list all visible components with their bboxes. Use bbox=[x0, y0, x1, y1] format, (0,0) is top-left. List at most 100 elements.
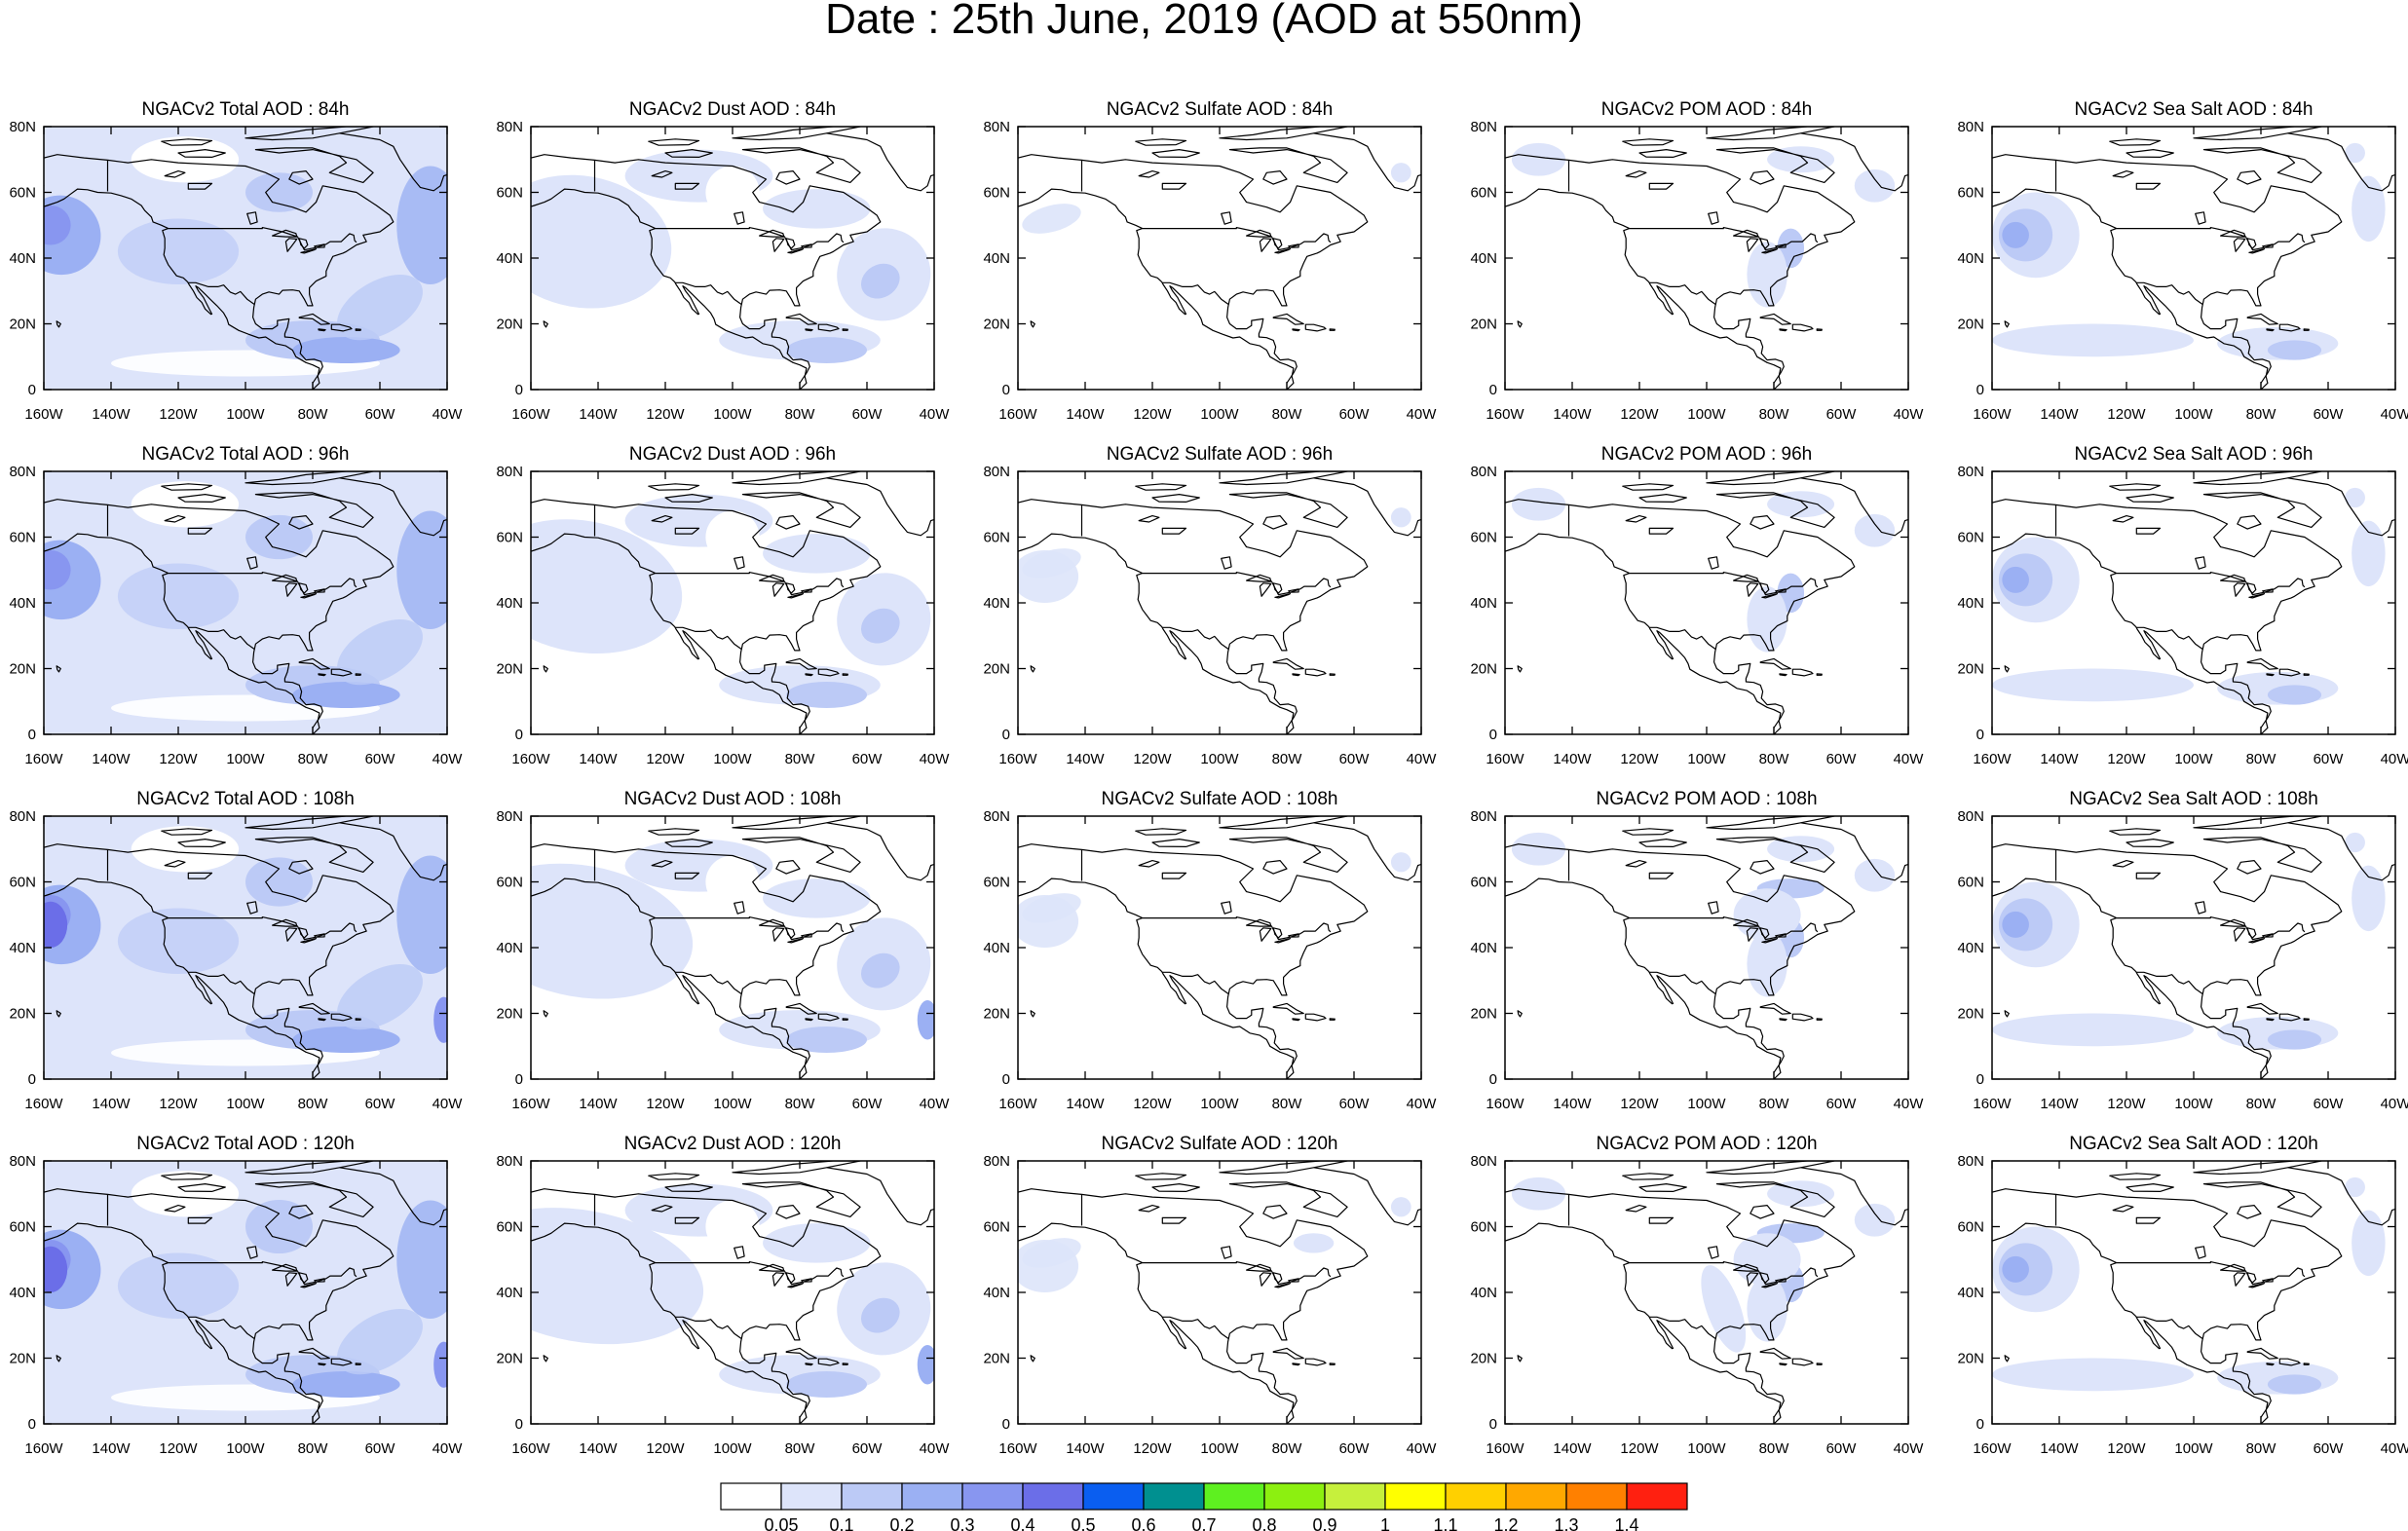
lat-tick-label: 20N bbox=[1957, 1351, 1984, 1367]
lon-tick-label: 60W bbox=[1339, 1096, 1371, 1112]
lon-tick-label: 140W bbox=[2040, 1440, 2079, 1457]
colorbar-swatch bbox=[1263, 1482, 1326, 1511]
lon-tick-label: 40W bbox=[920, 1096, 951, 1112]
lon-tick-label: 140W bbox=[579, 406, 618, 423]
lon-tick-label: 60W bbox=[1339, 751, 1371, 767]
colorbar-label: 1.2 bbox=[1493, 1515, 1518, 1531]
colorbar-label: 1 bbox=[1380, 1515, 1390, 1531]
lat-tick-label: 0 bbox=[1002, 382, 1010, 398]
lon-tick-label: 100W bbox=[713, 1440, 752, 1457]
lon-tick-label: 60W bbox=[1339, 406, 1371, 423]
lon-tick-label: 160W bbox=[1973, 751, 2012, 767]
lat-tick-label: 60N bbox=[1957, 1219, 1984, 1236]
lon-tick-label: 80W bbox=[785, 1440, 816, 1457]
lon-tick-label: 100W bbox=[1687, 751, 1726, 767]
lat-tick-label: 60N bbox=[496, 530, 523, 546]
lon-tick-label: 160W bbox=[1486, 1440, 1524, 1457]
lon-tick-label: 140W bbox=[92, 1096, 131, 1112]
panel-title: NGACv2 Sea Salt AOD : 84h bbox=[2074, 99, 2313, 120]
lon-tick-label: 40W bbox=[920, 751, 951, 767]
lat-tick-label: 20N bbox=[496, 1351, 523, 1367]
colorbar-label: 0.8 bbox=[1252, 1515, 1276, 1531]
lon-tick-label: 140W bbox=[1553, 751, 1592, 767]
map-panel-r2-c4: NGACv2 POM AOD : 96h 160W 140W 120W 100W 80W 6… bbox=[1470, 444, 1924, 767]
lat-tick-label: 0 bbox=[1489, 1416, 1497, 1433]
lat-tick-label: 80N bbox=[9, 464, 36, 480]
lat-tick-label: 0 bbox=[1489, 1071, 1497, 1088]
lon-tick-label: 40W bbox=[2381, 751, 2408, 767]
lat-tick-label: 80N bbox=[1470, 808, 1497, 825]
lat-tick-label: 20N bbox=[983, 1006, 1010, 1023]
colorbar-label: 1.3 bbox=[1554, 1515, 1578, 1531]
lon-tick-label: 80W bbox=[785, 1096, 816, 1112]
lat-tick-label: 60N bbox=[1957, 530, 1984, 546]
lon-tick-label: 40W bbox=[1407, 1096, 1438, 1112]
lon-tick-label: 120W bbox=[2107, 1096, 2146, 1112]
lon-tick-label: 100W bbox=[2174, 751, 2213, 767]
colorbar-swatch bbox=[780, 1482, 843, 1511]
lon-tick-label: 140W bbox=[579, 1096, 618, 1112]
colorbar-swatch bbox=[901, 1482, 963, 1511]
lon-tick-label: 60W bbox=[1826, 406, 1858, 423]
colorbar-label: 1.4 bbox=[1614, 1515, 1638, 1531]
lat-tick-label: 80N bbox=[983, 119, 1010, 135]
lon-tick-label: 160W bbox=[1486, 1096, 1524, 1112]
lat-tick-label: 80N bbox=[1957, 119, 1984, 135]
lat-tick-label: 60N bbox=[9, 875, 36, 891]
lon-tick-label: 80W bbox=[1272, 1096, 1303, 1112]
lat-tick-label: 40N bbox=[983, 1285, 1010, 1301]
lon-tick-label: 100W bbox=[2174, 1440, 2213, 1457]
lon-tick-label: 80W bbox=[1759, 406, 1790, 423]
lat-tick-label: 40N bbox=[1470, 595, 1497, 612]
lat-tick-label: 0 bbox=[1002, 1416, 1010, 1433]
lat-tick-label: 20N bbox=[496, 317, 523, 333]
lat-tick-label: 40N bbox=[9, 1285, 36, 1301]
lon-tick-label: 140W bbox=[1553, 406, 1592, 423]
lon-tick-label: 60W bbox=[852, 751, 884, 767]
panel-title: NGACv2 Sea Salt AOD : 120h bbox=[2069, 1134, 2318, 1154]
lon-tick-label: 60W bbox=[2314, 1096, 2345, 1112]
lon-tick-label: 140W bbox=[1066, 406, 1105, 423]
lon-tick-label: 100W bbox=[226, 751, 265, 767]
lon-tick-label: 140W bbox=[1066, 751, 1105, 767]
lon-tick-label: 80W bbox=[1759, 1440, 1790, 1457]
lon-tick-label: 140W bbox=[1066, 1440, 1105, 1457]
lon-tick-label: 120W bbox=[646, 1096, 685, 1112]
lon-tick-label: 40W bbox=[1407, 751, 1438, 767]
colorbar-swatch bbox=[1324, 1482, 1386, 1511]
lon-tick-label: 120W bbox=[1133, 406, 1172, 423]
lat-tick-label: 0 bbox=[1002, 1071, 1010, 1088]
lon-tick-label: 80W bbox=[298, 1440, 329, 1457]
lat-tick-label: 40N bbox=[983, 250, 1010, 267]
lon-tick-label: 100W bbox=[713, 1096, 752, 1112]
lon-tick-label: 120W bbox=[159, 1096, 198, 1112]
lat-tick-label: 60N bbox=[1470, 875, 1497, 891]
map-panel-r1-c1: NGACv2 Total AOD : 84h 160W 140W 120W 100W 80… bbox=[9, 99, 463, 423]
lon-tick-label: 160W bbox=[998, 751, 1037, 767]
lat-tick-label: 60N bbox=[983, 875, 1010, 891]
lon-tick-label: 160W bbox=[511, 751, 550, 767]
lat-tick-label: 40N bbox=[1957, 250, 1984, 267]
lon-tick-label: 100W bbox=[226, 406, 265, 423]
lon-tick-label: 160W bbox=[998, 1096, 1037, 1112]
lon-tick-label: 140W bbox=[1553, 1096, 1592, 1112]
map-panel-r1-c3: NGACv2 Sulfate AOD : 84h 160W 140W 120W 100W… bbox=[983, 99, 1437, 423]
lat-tick-label: 40N bbox=[1957, 940, 1984, 956]
panel-title: NGACv2 Sea Salt AOD : 96h bbox=[2074, 444, 2313, 465]
lon-tick-label: 160W bbox=[511, 406, 550, 423]
lat-tick-label: 20N bbox=[983, 317, 1010, 333]
lon-tick-label: 120W bbox=[159, 751, 198, 767]
lat-tick-label: 40N bbox=[496, 595, 523, 612]
lon-tick-label: 80W bbox=[2246, 1096, 2277, 1112]
lat-tick-label: 20N bbox=[1470, 1006, 1497, 1023]
lat-tick-label: 20N bbox=[983, 661, 1010, 678]
lat-tick-label: 60N bbox=[1470, 185, 1497, 202]
lon-tick-label: 140W bbox=[579, 1440, 618, 1457]
lon-tick-label: 40W bbox=[433, 1096, 464, 1112]
lon-tick-label: 140W bbox=[2040, 1096, 2079, 1112]
colorbar-label: 0.9 bbox=[1312, 1515, 1336, 1531]
colorbar-label: 0.2 bbox=[889, 1515, 914, 1531]
lon-tick-label: 40W bbox=[1894, 1440, 1925, 1457]
lat-tick-label: 0 bbox=[515, 1416, 523, 1433]
lat-tick-label: 40N bbox=[1957, 1285, 1984, 1301]
